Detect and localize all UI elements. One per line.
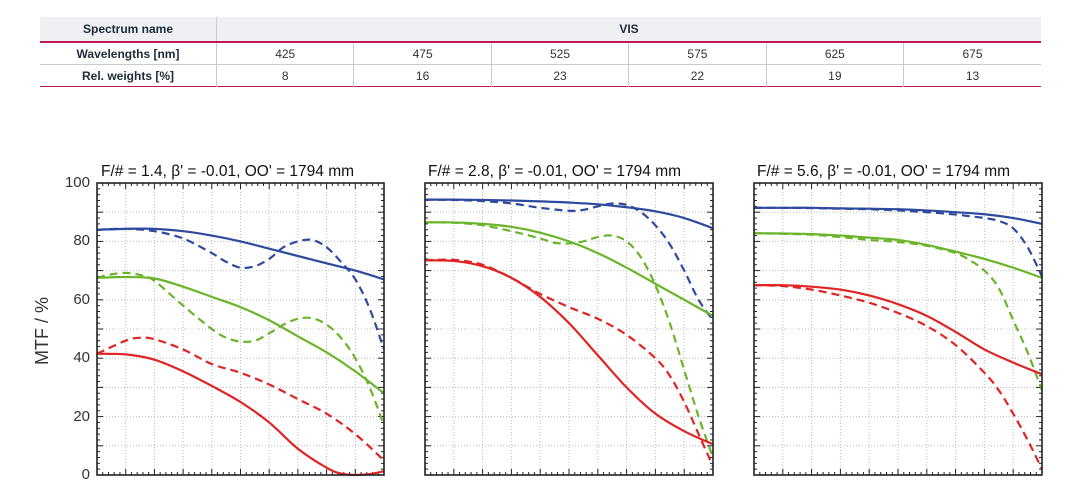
mtf-curve-red-dashed <box>753 284 1043 470</box>
y-tick-label: 60 <box>73 291 90 308</box>
wavelengths-label: Wavelengths [nm] <box>76 46 180 61</box>
mtf-curve-blue-solid <box>754 206 1043 225</box>
plot-frame <box>96 182 385 476</box>
mtf-chart-f1-4 <box>96 182 386 477</box>
y-axis-label: MTF / % <box>32 297 52 365</box>
mtf-curve-blue-dashed <box>96 227 386 350</box>
mtf-curve-green-dashed <box>753 232 1044 391</box>
mtf-curve-green-solid <box>96 275 385 395</box>
weights-row: Rel. weights [%] 8 16 23 22 19 13 <box>40 64 1041 87</box>
mtf-curve-red-solid <box>424 259 714 446</box>
y-tick-label: 100 <box>64 174 90 191</box>
mtf-curve-blue-solid <box>424 198 714 230</box>
weight-cell: 22 <box>628 64 767 87</box>
y-tick-label: 0 <box>81 466 90 483</box>
chart-title: F/# = 1.4, β' = -0.01, OO' = 1794 mm <box>101 163 355 180</box>
y-tick-label: 20 <box>73 408 90 425</box>
mtf-curve-red-dashed <box>424 258 715 467</box>
weight-cell: 23 <box>490 64 629 87</box>
mtf-curve-red-solid <box>753 283 1043 376</box>
spectrum-table: Spectrum name VIS Wavelengths [nm] 425 4… <box>40 17 1041 87</box>
wavelength-cell: 525 <box>490 42 629 65</box>
mtf-chart-f2-8 <box>424 182 715 476</box>
mtf-curve-green-dashed <box>424 221 715 458</box>
weight-cell: 16 <box>353 64 492 87</box>
mtf-curve-green-solid <box>424 221 714 317</box>
spectrum-name-value: VIS <box>216 17 1041 42</box>
mtf-curve-green-dashed <box>96 271 386 426</box>
mtf-curve-red-dashed <box>96 336 385 462</box>
y-tick-label: 40 <box>73 349 90 366</box>
wavelength-cell: 575 <box>628 42 767 65</box>
mtf-curve-green-solid <box>753 232 1043 279</box>
spectrum-name-label: Spectrum name <box>40 17 217 42</box>
weight-cell: 19 <box>765 64 904 87</box>
chart-title: F/# = 2.8, β' = -0.01, OO' = 1794 mm <box>428 163 682 180</box>
weights-label: Rel. weights [%] <box>81 68 174 83</box>
table-header-row: Spectrum name VIS <box>40 17 1041 42</box>
chart-title: F/# = 5.6, β' = -0.01, OO' = 1794 mm <box>757 163 1011 180</box>
wavelength-cell: 625 <box>765 42 904 65</box>
weight-cell: 13 <box>903 64 1041 87</box>
wavelength-cell: 675 <box>903 42 1041 65</box>
mtf-chart-f5-6 <box>753 182 1044 476</box>
wavelength-cell: 475 <box>353 42 492 65</box>
plot-frame <box>424 182 714 476</box>
wavelength-cell: 425 <box>215 42 354 65</box>
y-tick-label: 80 <box>73 232 90 249</box>
mtf-curve-blue-dashed <box>424 198 714 321</box>
mtf-curve-blue-dashed <box>753 206 1043 277</box>
mtf-curve-blue-solid <box>96 227 385 281</box>
wavelengths-row: Wavelengths [nm] 425 475 525 575 625 675 <box>40 42 1041 65</box>
weight-cell: 8 <box>215 64 354 87</box>
plot-frame <box>753 182 1043 476</box>
